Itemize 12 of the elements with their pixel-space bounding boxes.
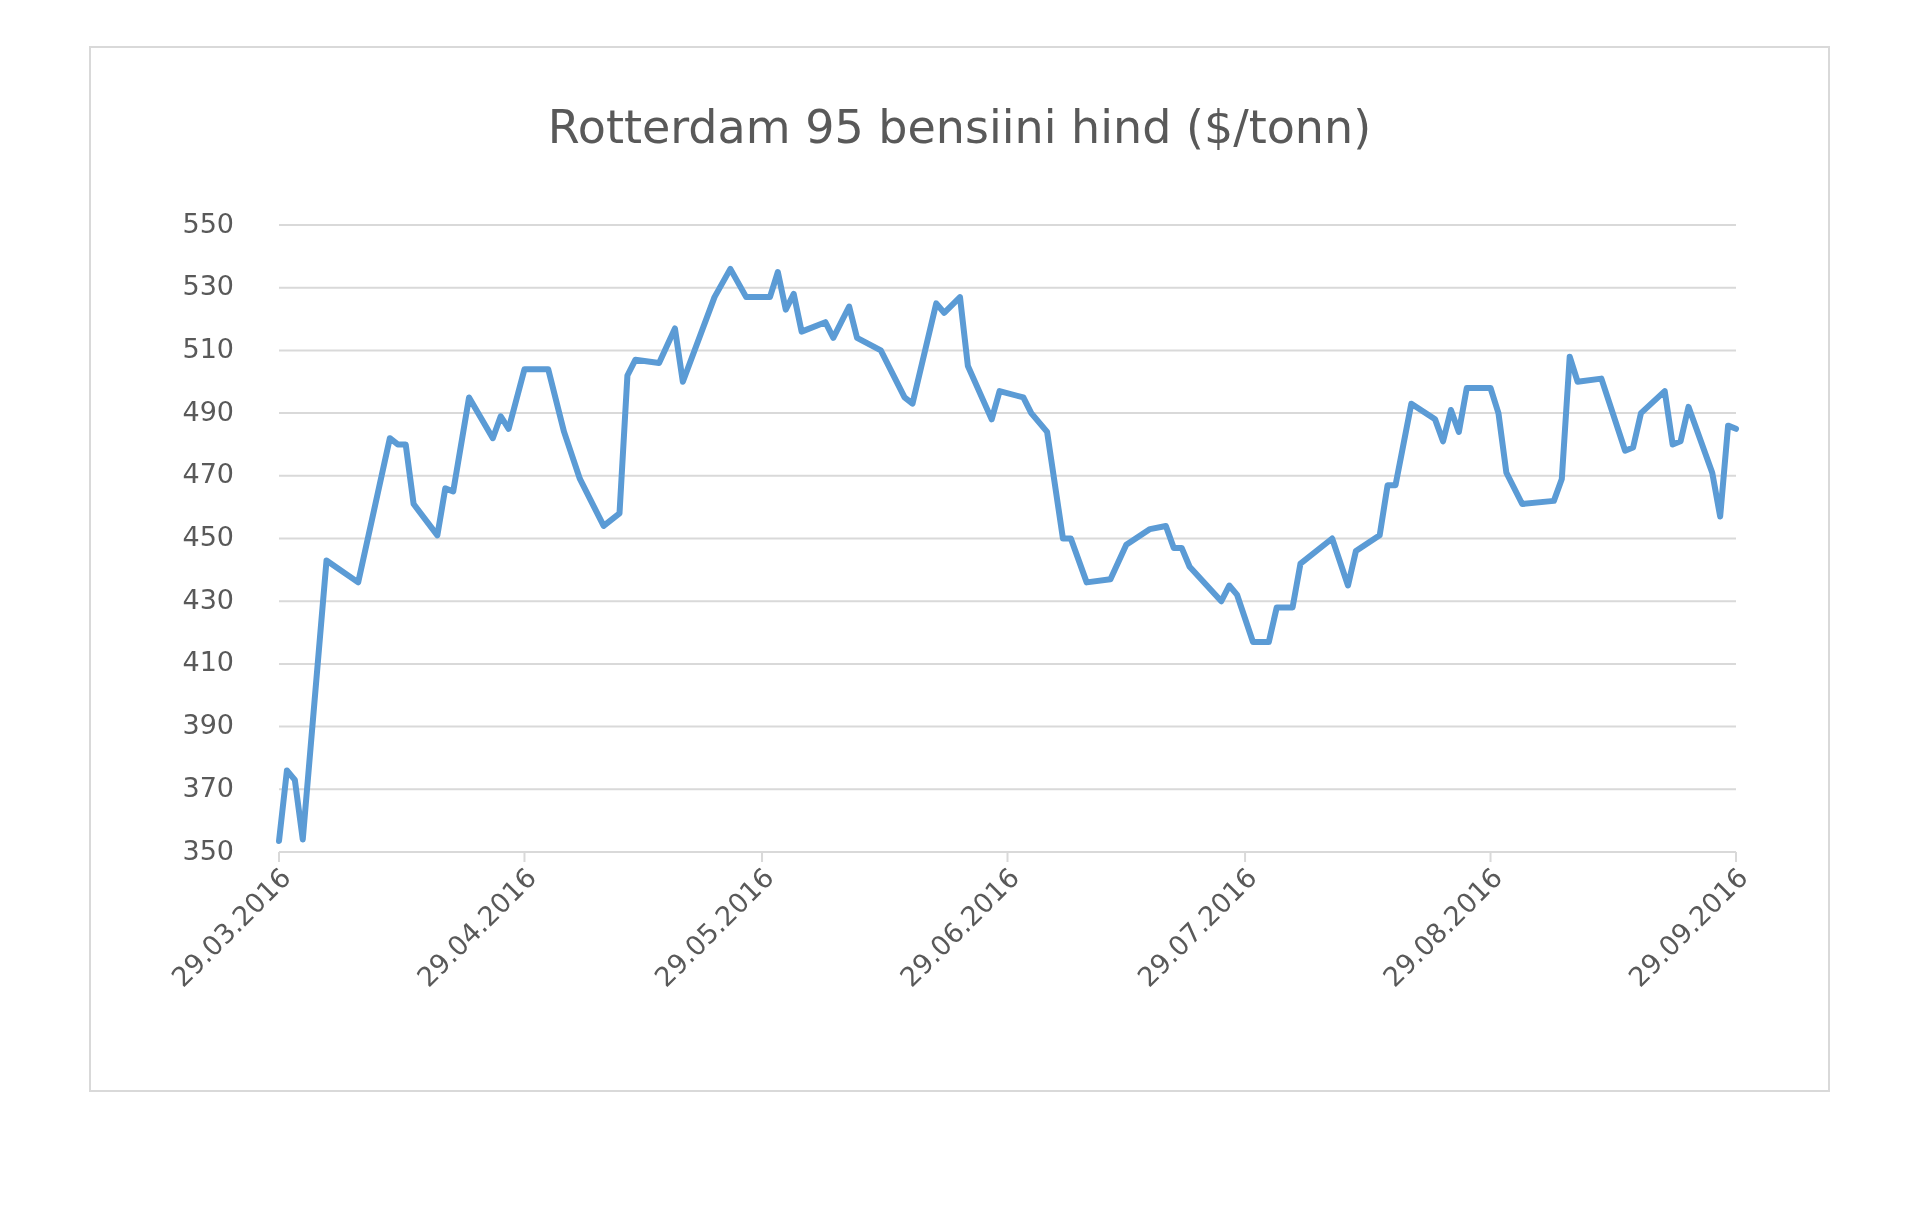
y-tick-label: 350 <box>182 834 234 866</box>
chart-title: Rotterdam 95 bensiini hind ($/tonn) <box>547 100 1372 154</box>
y-tick-label: 530 <box>182 270 234 302</box>
y-tick-label: 430 <box>182 583 234 615</box>
y-tick-label: 450 <box>182 521 234 552</box>
y-tick-label: 470 <box>182 458 234 490</box>
y-tick-label: 550 <box>182 207 234 239</box>
y-tick-label: 410 <box>182 646 234 678</box>
y-tick-label: 390 <box>182 709 234 741</box>
y-tick-label: 490 <box>182 395 234 427</box>
y-tick-label: 370 <box>182 771 234 803</box>
y-tick-label: 510 <box>182 332 234 364</box>
